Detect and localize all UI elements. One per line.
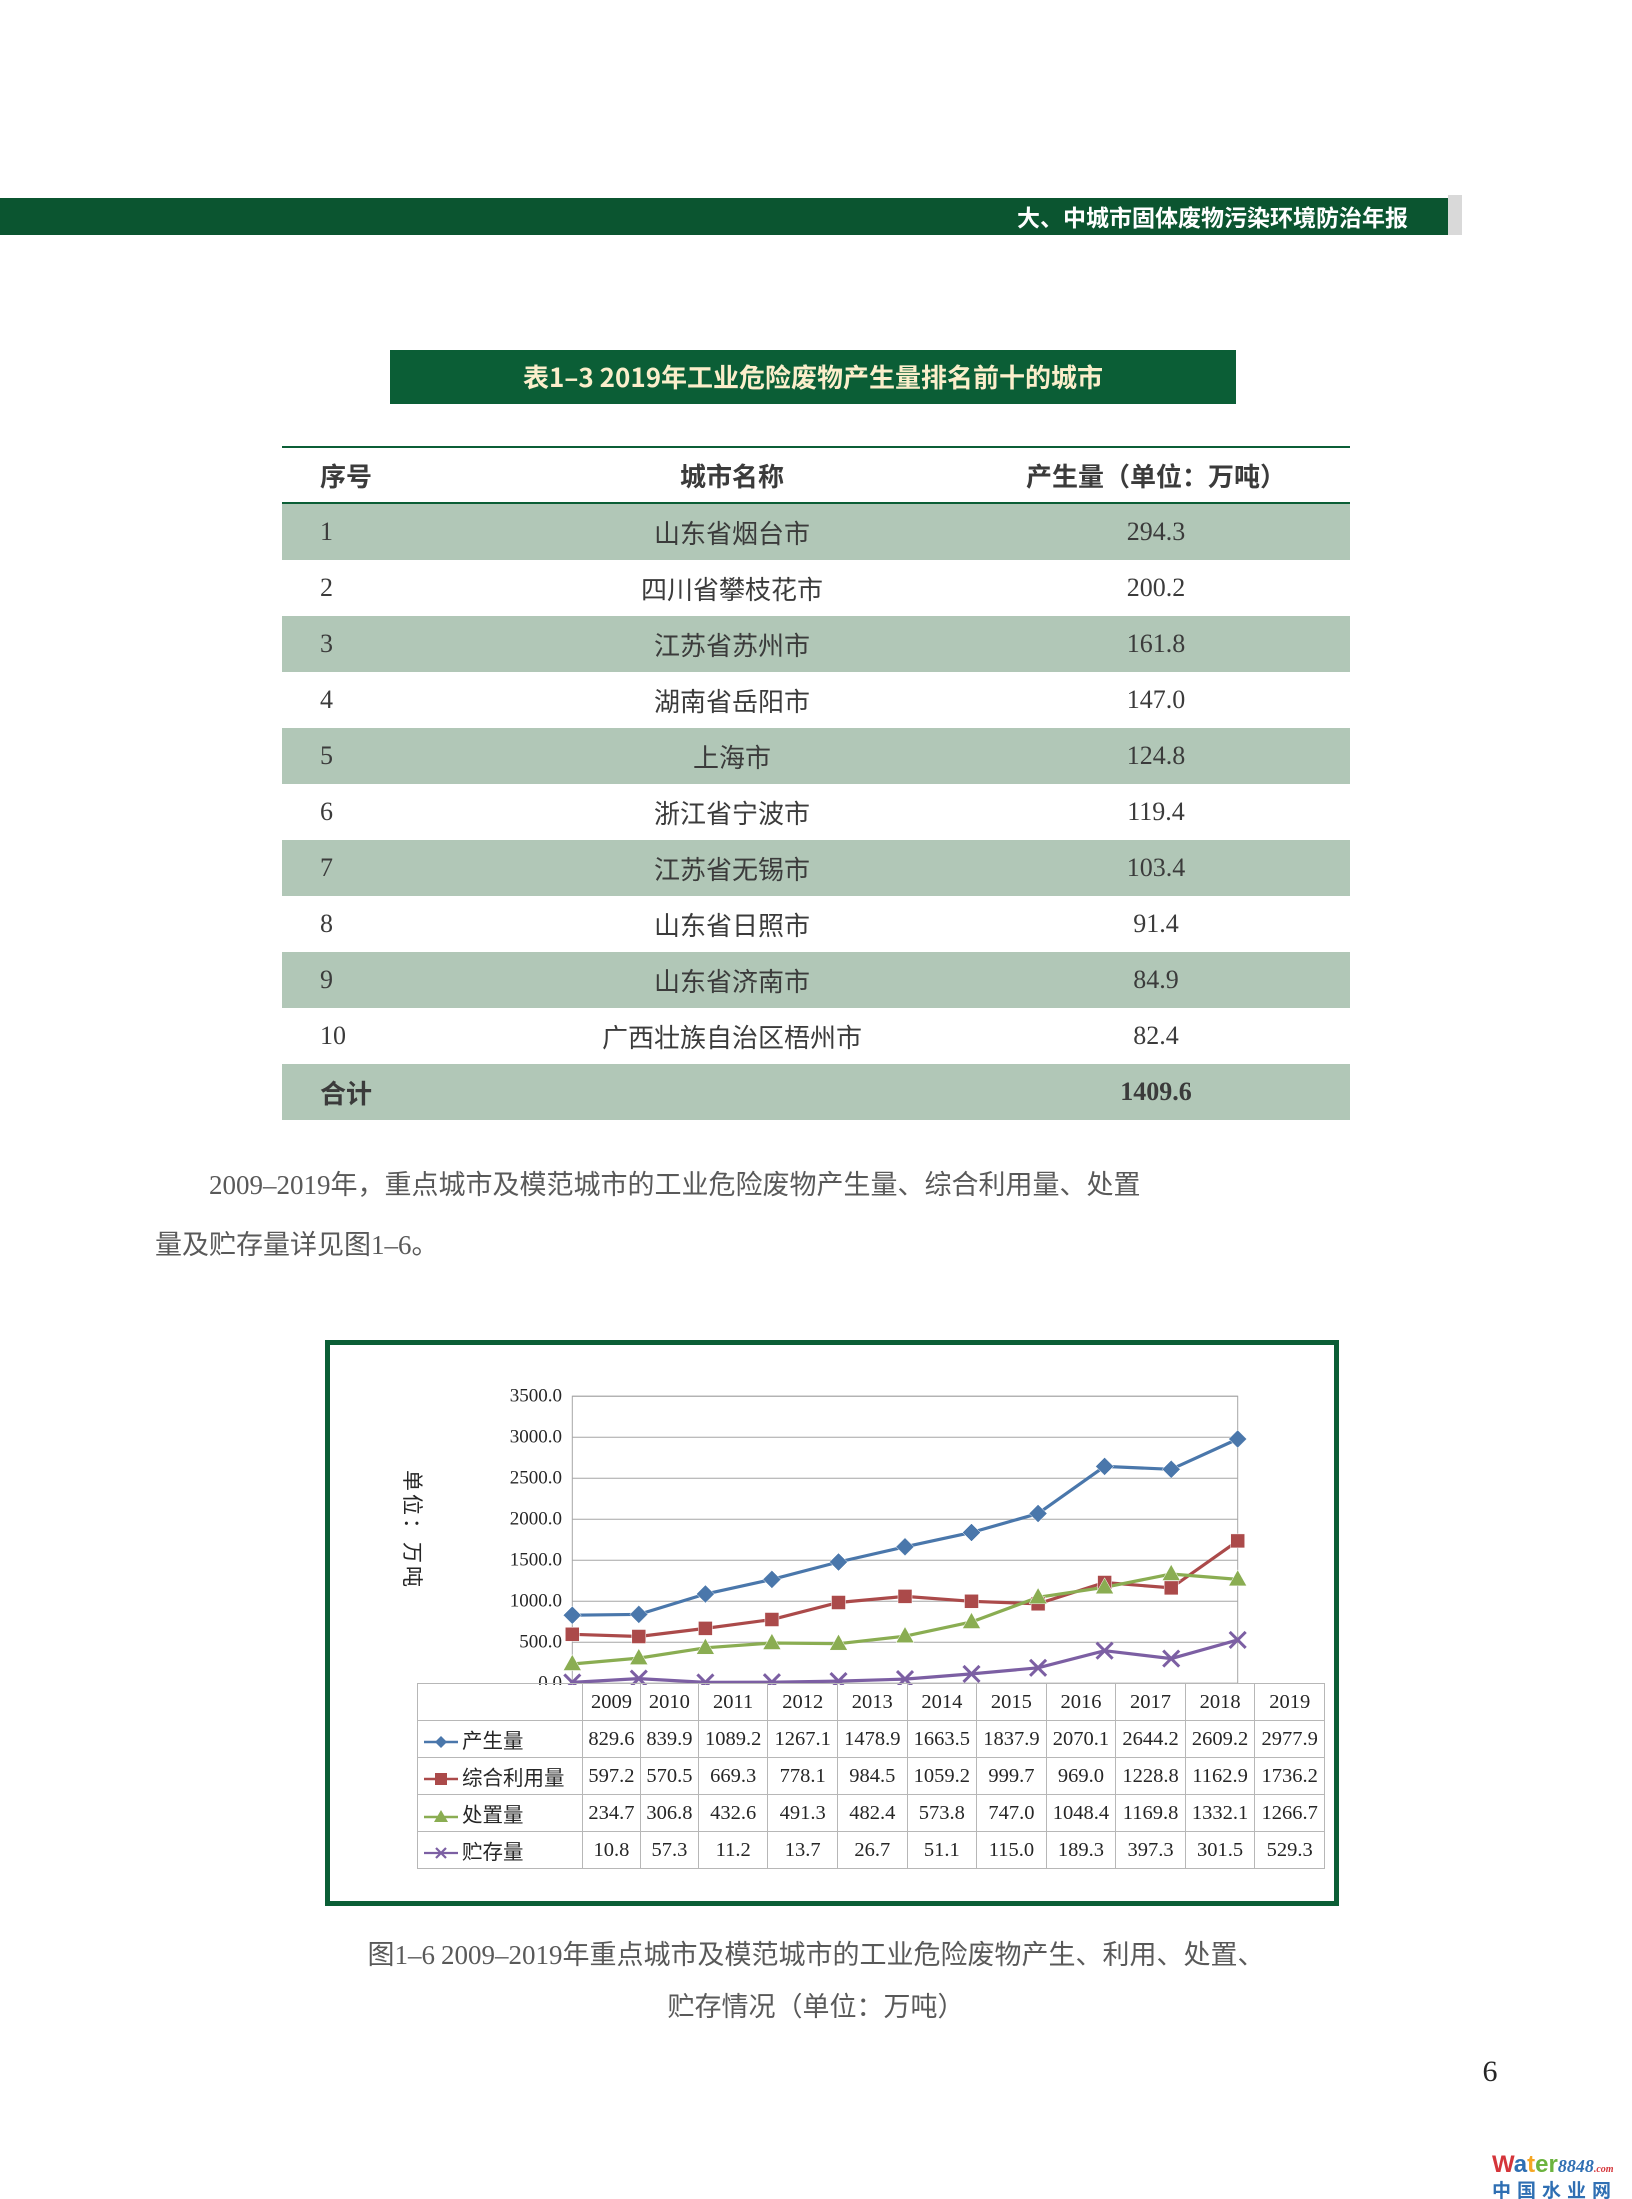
svg-text:1500.0: 1500.0 xyxy=(510,1550,562,1571)
svg-text:500.0: 500.0 xyxy=(519,1632,562,1653)
svg-text:2000.0: 2000.0 xyxy=(510,1509,562,1530)
svg-text:3500.0: 3500.0 xyxy=(510,1386,562,1407)
svg-text:3000.0: 3000.0 xyxy=(510,1427,562,1448)
svg-text:2500.0: 2500.0 xyxy=(510,1468,562,1489)
svg-text:1000.0: 1000.0 xyxy=(510,1591,562,1612)
